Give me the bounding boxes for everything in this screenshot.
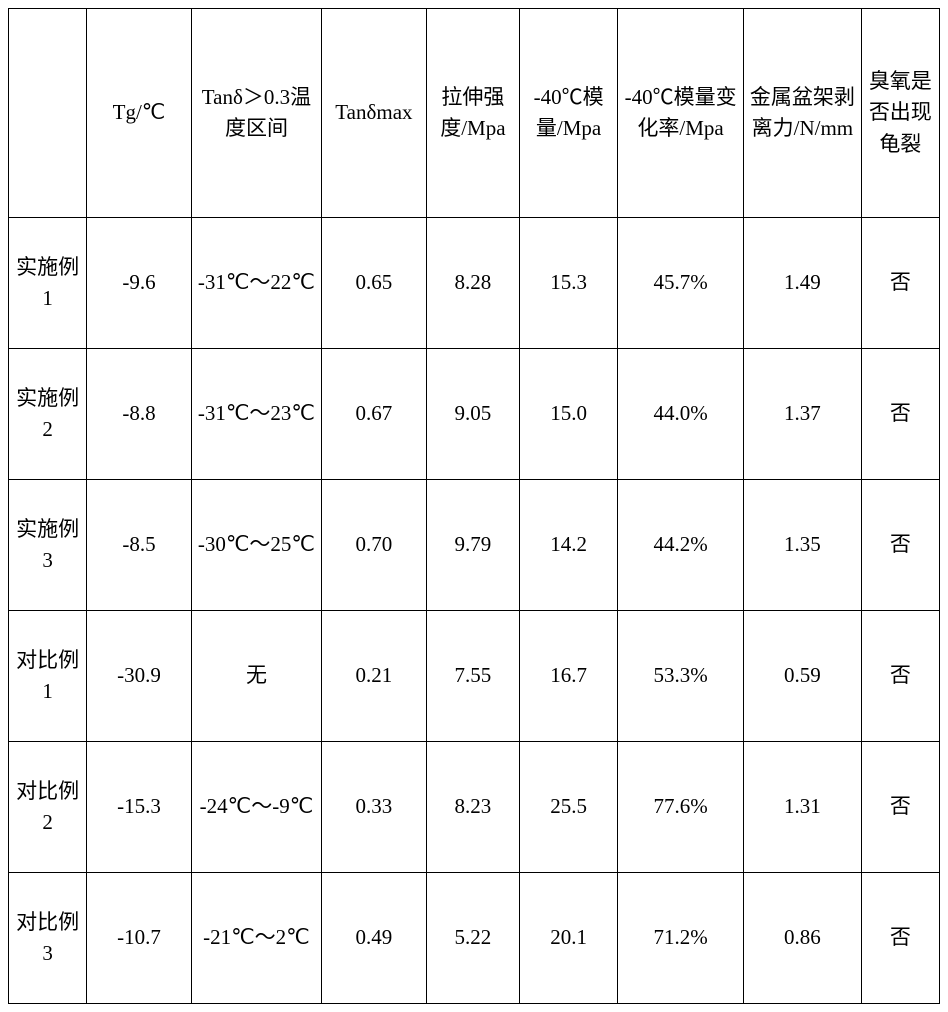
table-body: 实施例1 -9.6 -31℃～22℃ 0.65 8.28 15.3 45.7% …	[9, 218, 940, 1004]
cell-mod-change: 45.7%	[618, 218, 744, 349]
cell-tensile: 8.23	[426, 742, 520, 873]
cell-tg: -10.7	[87, 873, 191, 1004]
header-tensile: 拉伸强度/Mpa	[426, 9, 520, 218]
header-tg: Tg/℃	[87, 9, 191, 218]
table-row: 实施例1 -9.6 -31℃～22℃ 0.65 8.28 15.3 45.7% …	[9, 218, 940, 349]
cell-ozone: 否	[861, 349, 939, 480]
cell-peel: 1.49	[744, 218, 861, 349]
header-tan-max: Tanδmax	[322, 9, 426, 218]
header-ozone: 臭氧是否出现龟裂	[861, 9, 939, 218]
cell-ozone: 否	[861, 611, 939, 742]
cell-mod40: 16.7	[520, 611, 618, 742]
cell-mod-change: 53.3%	[618, 611, 744, 742]
cell-tan-max: 0.49	[322, 873, 426, 1004]
cell-ozone: 否	[861, 742, 939, 873]
cell-mod40: 15.3	[520, 218, 618, 349]
table-row: 对比例3 -10.7 -21℃～2℃ 0.49 5.22 20.1 71.2% …	[9, 873, 940, 1004]
header-label	[9, 9, 87, 218]
data-table: Tg/℃ Tanδ＞0.3温度区间 Tanδmax 拉伸强度/Mpa -40℃模…	[8, 8, 940, 1004]
header-mod40: -40℃模量/Mpa	[520, 9, 618, 218]
cell-tan-range: 无	[191, 611, 322, 742]
cell-mod40: 14.2	[520, 480, 618, 611]
header-tan-range: Tanδ＞0.3温度区间	[191, 9, 322, 218]
cell-tan-max: 0.65	[322, 218, 426, 349]
cell-peel: 0.59	[744, 611, 861, 742]
cell-ozone: 否	[861, 218, 939, 349]
cell-tensile: 8.28	[426, 218, 520, 349]
cell-tg: -15.3	[87, 742, 191, 873]
header-row: Tg/℃ Tanδ＞0.3温度区间 Tanδmax 拉伸强度/Mpa -40℃模…	[9, 9, 940, 218]
cell-tensile: 9.79	[426, 480, 520, 611]
cell-tan-max: 0.21	[322, 611, 426, 742]
cell-mod40: 25.5	[520, 742, 618, 873]
cell-tan-max: 0.70	[322, 480, 426, 611]
cell-label: 对比例1	[9, 611, 87, 742]
table-row: 对比例1 -30.9 无 0.21 7.55 16.7 53.3% 0.59 否	[9, 611, 940, 742]
cell-label: 对比例3	[9, 873, 87, 1004]
cell-tan-range: -30℃～25℃	[191, 480, 322, 611]
header-mod-change: -40℃模量变化率/Mpa	[618, 9, 744, 218]
cell-mod-change: 44.2%	[618, 480, 744, 611]
cell-label: 对比例2	[9, 742, 87, 873]
cell-tensile: 7.55	[426, 611, 520, 742]
cell-peel: 1.37	[744, 349, 861, 480]
cell-peel: 1.31	[744, 742, 861, 873]
cell-mod40: 15.0	[520, 349, 618, 480]
cell-mod-change: 44.0%	[618, 349, 744, 480]
cell-tg: -30.9	[87, 611, 191, 742]
cell-mod-change: 71.2%	[618, 873, 744, 1004]
cell-tg: -9.6	[87, 218, 191, 349]
cell-tan-range: -21℃～2℃	[191, 873, 322, 1004]
cell-tensile: 5.22	[426, 873, 520, 1004]
cell-tan-range: -24℃～-9℃	[191, 742, 322, 873]
cell-ozone: 否	[861, 480, 939, 611]
cell-peel: 0.86	[744, 873, 861, 1004]
cell-label: 实施例1	[9, 218, 87, 349]
cell-label: 实施例2	[9, 349, 87, 480]
cell-tg: -8.5	[87, 480, 191, 611]
cell-tan-max: 0.67	[322, 349, 426, 480]
cell-tan-max: 0.33	[322, 742, 426, 873]
table-row: 对比例2 -15.3 -24℃～-9℃ 0.33 8.23 25.5 77.6%…	[9, 742, 940, 873]
cell-label: 实施例3	[9, 480, 87, 611]
table-row: 实施例3 -8.5 -30℃～25℃ 0.70 9.79 14.2 44.2% …	[9, 480, 940, 611]
cell-tensile: 9.05	[426, 349, 520, 480]
header-peel: 金属盆架剥离力/N/mm	[744, 9, 861, 218]
cell-mod-change: 77.6%	[618, 742, 744, 873]
table-row: 实施例2 -8.8 -31℃～23℃ 0.67 9.05 15.0 44.0% …	[9, 349, 940, 480]
cell-mod40: 20.1	[520, 873, 618, 1004]
cell-ozone: 否	[861, 873, 939, 1004]
cell-tg: -8.8	[87, 349, 191, 480]
cell-tan-range: -31℃～23℃	[191, 349, 322, 480]
cell-peel: 1.35	[744, 480, 861, 611]
table-header: Tg/℃ Tanδ＞0.3温度区间 Tanδmax 拉伸强度/Mpa -40℃模…	[9, 9, 940, 218]
cell-tan-range: -31℃～22℃	[191, 218, 322, 349]
